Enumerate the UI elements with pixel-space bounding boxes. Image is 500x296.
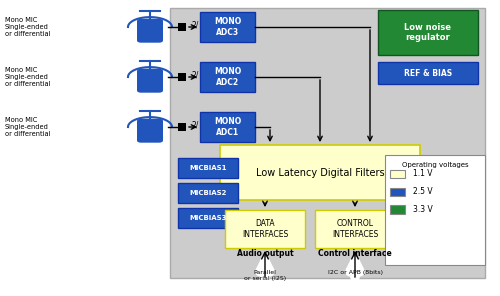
Bar xyxy=(220,145,420,200)
Text: CONTROL
INTERFACES: CONTROL INTERFACES xyxy=(332,219,378,239)
FancyBboxPatch shape xyxy=(137,69,163,93)
Bar xyxy=(200,112,255,142)
Text: Low noise
regulator: Low noise regulator xyxy=(404,23,452,42)
Text: 2/: 2/ xyxy=(192,121,200,130)
Bar xyxy=(178,183,238,203)
Text: Low Latency Digital Filters: Low Latency Digital Filters xyxy=(256,168,384,178)
Bar xyxy=(378,62,478,84)
Text: 2/: 2/ xyxy=(192,21,200,30)
Bar xyxy=(390,188,405,196)
Text: Operating voltages: Operating voltages xyxy=(402,163,468,168)
Text: 3.3 V: 3.3 V xyxy=(412,205,432,214)
Bar xyxy=(200,62,255,92)
Bar xyxy=(390,205,405,214)
Text: DATA
INTERFACES: DATA INTERFACES xyxy=(242,219,288,239)
Text: Control interface: Control interface xyxy=(318,249,392,258)
Bar xyxy=(315,210,395,248)
Text: Audio output: Audio output xyxy=(236,249,294,258)
Bar xyxy=(170,8,485,278)
Bar xyxy=(390,170,405,178)
Text: Mono MIC
Single-ended
or differential: Mono MIC Single-ended or differential xyxy=(5,17,51,37)
Text: REF & BIAS: REF & BIAS xyxy=(404,68,452,78)
Text: 1.1 V: 1.1 V xyxy=(412,169,432,178)
Bar xyxy=(178,23,186,31)
Bar xyxy=(200,12,255,42)
Text: MICBIAS3: MICBIAS3 xyxy=(189,215,227,221)
Text: 2.5 V: 2.5 V xyxy=(412,187,432,196)
Text: Mono MIC
Single-ended
or differential: Mono MIC Single-ended or differential xyxy=(5,67,51,87)
Bar xyxy=(178,158,238,178)
Text: MONO
ADC1: MONO ADC1 xyxy=(214,117,241,137)
Bar xyxy=(178,208,238,228)
Bar xyxy=(225,210,305,248)
Text: MONO
ADC2: MONO ADC2 xyxy=(214,67,241,87)
FancyBboxPatch shape xyxy=(137,119,163,143)
Text: MICBIAS1: MICBIAS1 xyxy=(189,165,227,171)
Text: I2C or APB (8bits): I2C or APB (8bits) xyxy=(328,270,382,275)
Text: 2/: 2/ xyxy=(192,71,200,80)
Text: MONO
ADC3: MONO ADC3 xyxy=(214,17,241,37)
Bar xyxy=(378,10,478,55)
Bar xyxy=(385,155,485,265)
Text: Mono MIC
Single-ended
or differential: Mono MIC Single-ended or differential xyxy=(5,117,51,137)
Bar xyxy=(178,123,186,131)
Text: Parallel
or serial (I2S): Parallel or serial (I2S) xyxy=(244,270,286,281)
Text: MICBIAS2: MICBIAS2 xyxy=(190,190,226,196)
Bar xyxy=(178,73,186,81)
FancyBboxPatch shape xyxy=(137,19,163,43)
